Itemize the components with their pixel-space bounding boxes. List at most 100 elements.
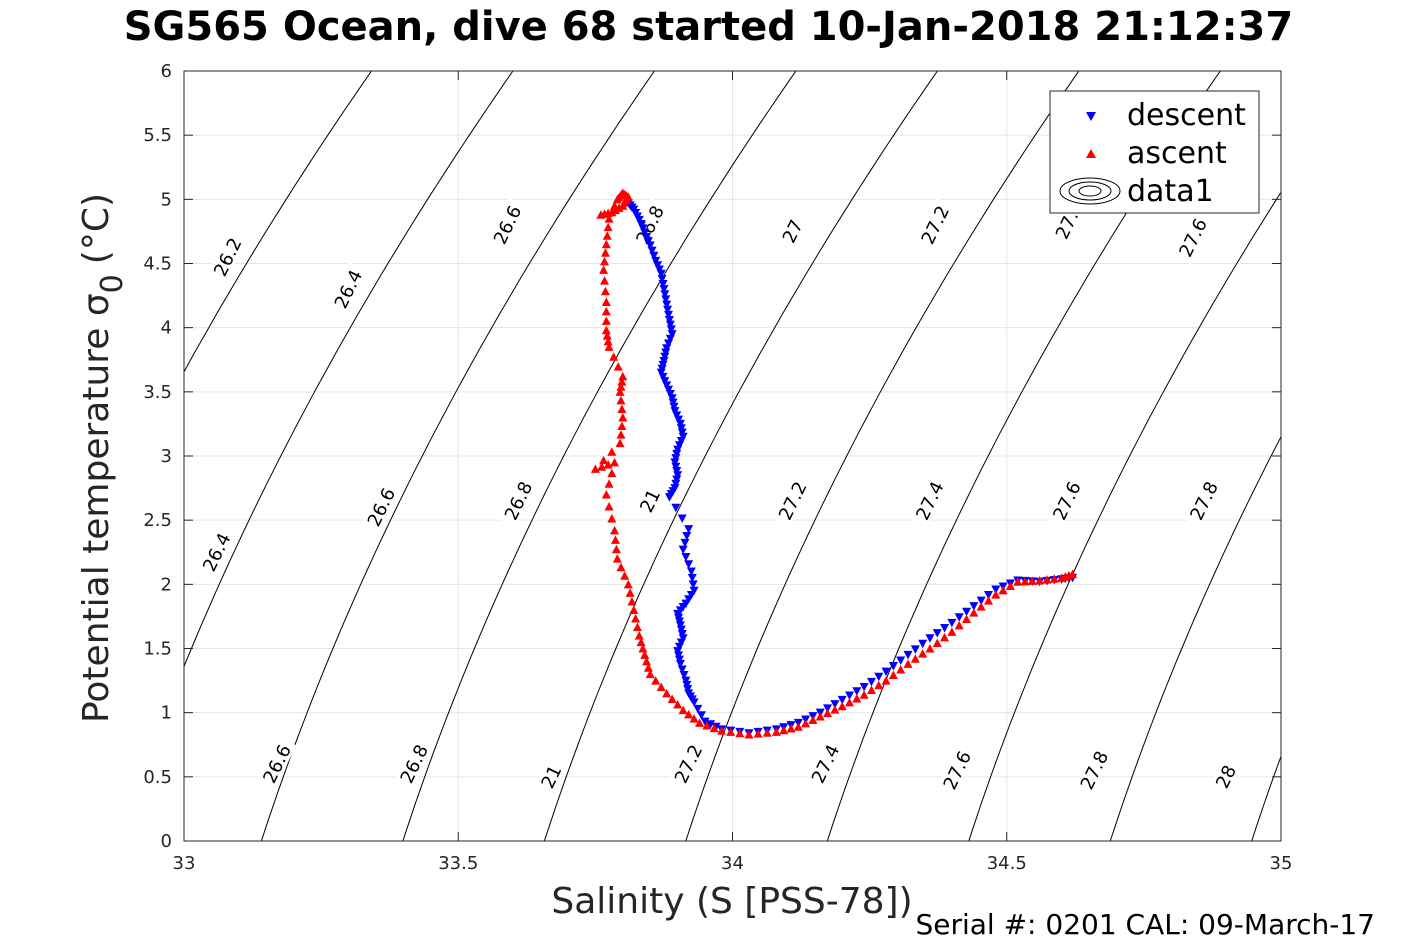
ascent-marker	[612, 554, 622, 563]
ascent-marker	[823, 708, 833, 718]
isopycnal-line	[685, 71, 1080, 841]
ascent-marker	[601, 316, 611, 325]
y-tick-label: 1.5	[143, 639, 172, 660]
ascent-marker	[631, 614, 641, 623]
descent-marker	[664, 385, 674, 395]
ascent-marker	[962, 614, 972, 623]
y-tick-label: 6	[161, 61, 172, 82]
ascent-marker	[599, 265, 609, 274]
descent-marker	[682, 680, 692, 690]
ascent-marker	[610, 535, 620, 544]
descent-marker	[918, 639, 928, 649]
descent-marker	[671, 503, 681, 513]
ascent-marker	[616, 562, 626, 572]
ascent-marker	[779, 725, 789, 735]
ascent-marker	[617, 377, 627, 386]
ascent-marker	[610, 201, 620, 210]
descent-marker	[656, 368, 666, 378]
ascent-marker	[954, 620, 964, 630]
descent-marker	[678, 634, 688, 643]
descent-marker	[665, 389, 675, 399]
isopycnal-line	[184, 71, 372, 373]
ascent-marker	[601, 325, 611, 335]
descent-marker	[634, 215, 644, 225]
isopycnal-label-bg	[909, 473, 950, 528]
ascent-marker	[613, 362, 623, 371]
ascent-marker	[888, 670, 898, 680]
ascent-marker	[620, 571, 630, 580]
ascent-marker	[837, 701, 847, 711]
descent-marker	[642, 232, 652, 242]
descent-marker	[664, 493, 674, 502]
descent-marker	[678, 545, 688, 555]
ascent-marker	[845, 697, 855, 707]
descent-marker	[677, 514, 687, 523]
descent-marker	[653, 261, 663, 270]
descent-marker	[686, 591, 696, 600]
isopycnal-contours	[184, 71, 1281, 841]
ascent-marker	[726, 727, 736, 736]
ascent-marker	[1013, 577, 1023, 586]
descent-marker	[665, 320, 675, 330]
descent-marker	[672, 475, 682, 485]
ascent-marker	[673, 700, 683, 709]
isopycnal-label-bg	[771, 473, 812, 528]
descent-marker	[668, 398, 678, 408]
descent-marker	[671, 454, 681, 463]
ascent-marker	[602, 231, 612, 240]
descent-marker	[636, 220, 646, 229]
descent-marker	[700, 717, 710, 727]
isopycnal-label-bg	[497, 473, 538, 528]
descent-marker	[672, 466, 682, 476]
descent-marker	[672, 411, 682, 420]
ascent-marker	[597, 462, 607, 471]
legend-box	[1049, 90, 1260, 214]
isopycnal-line	[402, 71, 797, 841]
ascent-marker	[604, 479, 614, 488]
descent-marker	[682, 531, 692, 541]
isopycnal-label-bg	[804, 736, 845, 791]
descent-marker	[969, 602, 979, 611]
ascent-marker	[602, 331, 612, 340]
isopycnal-label-bg	[776, 213, 808, 248]
descent-marker	[693, 704, 703, 714]
descent-marker	[962, 607, 972, 617]
descent-marker	[662, 300, 672, 310]
descent-marker	[647, 246, 657, 256]
ascent-marker	[617, 421, 627, 431]
descent-marker	[681, 552, 691, 562]
isopycnal-line	[543, 71, 938, 841]
y-axis-label-unit: (°C)	[76, 193, 117, 264]
isopycnal-label-bg	[936, 743, 977, 797]
ascent-marker	[627, 596, 637, 606]
isopycnal-label-bg	[634, 483, 665, 518]
ascent-marker	[638, 644, 648, 653]
descent-marker	[660, 352, 670, 362]
descent-marker	[671, 479, 681, 489]
ascent-marker	[623, 579, 633, 589]
isopycnal-label-bg	[1210, 759, 1241, 794]
legend-data1-label: data1	[1127, 174, 1214, 209]
descent-marker	[684, 560, 694, 569]
ascent-marker	[947, 627, 957, 636]
descent-marker	[664, 310, 674, 320]
isopycnal-label-bg	[629, 197, 670, 252]
ascent-marker	[903, 659, 913, 668]
descent-marker	[683, 685, 693, 694]
ascent-marker	[689, 714, 699, 723]
legend-descent-label: descent	[1127, 98, 1246, 133]
ascent-marker	[607, 468, 617, 478]
descent-marker	[837, 695, 847, 705]
ascent-marker	[969, 608, 979, 617]
ascent-marker	[1035, 575, 1045, 585]
ascent-marker	[634, 631, 644, 640]
ascent-marker	[852, 694, 862, 703]
descent-marker	[888, 662, 898, 671]
data-markers	[590, 188, 1078, 739]
ascent-marker	[601, 297, 611, 306]
ascent-marker	[662, 688, 672, 698]
y-tick-label: 0	[161, 831, 172, 852]
ascent-marker	[600, 256, 610, 266]
ascent-marker	[642, 656, 652, 666]
